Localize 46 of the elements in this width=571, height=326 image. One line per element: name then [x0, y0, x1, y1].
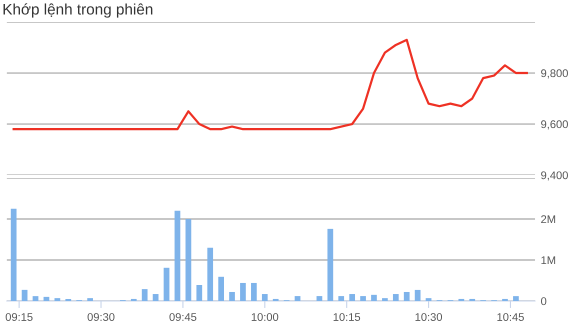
x-tick-label: 09:30: [88, 313, 114, 321]
y-tick-label: 9,400: [541, 171, 568, 181]
line-series: [12, 38, 528, 130]
bar: [152, 294, 158, 301]
bar: [426, 298, 432, 301]
bar: [207, 248, 214, 301]
bar: [32, 296, 38, 301]
x-tick-label: 10:45: [497, 313, 524, 321]
bar: [142, 289, 148, 301]
bar: [174, 210, 180, 301]
bar: [360, 296, 366, 301]
bar: [229, 292, 235, 301]
bar: [404, 292, 410, 301]
bar: [513, 296, 519, 301]
chart-title: Khớp lệnh trong phiên: [4, 3, 152, 18]
bar: [44, 296, 50, 301]
bar: [338, 296, 344, 301]
y-tick-label: 0: [541, 297, 546, 306]
bar: [218, 276, 224, 301]
bar: [349, 294, 356, 301]
bar: [382, 298, 388, 301]
x-tick-label: 10:15: [334, 313, 360, 321]
bar: [294, 296, 300, 301]
bar: [87, 298, 93, 301]
bar: [262, 294, 268, 301]
bar: [327, 228, 334, 301]
y-tick-label: 9,600: [541, 120, 568, 130]
y-tick-label: 2M: [541, 215, 556, 224]
bar: [392, 294, 399, 301]
x-tick-label: 09:45: [169, 313, 196, 321]
y-tick-label: 1M: [541, 256, 556, 264]
y-tick-label: 9,800: [541, 69, 568, 78]
bar: [251, 282, 257, 301]
bar: [164, 268, 170, 301]
bar: [196, 285, 202, 301]
bar: [54, 298, 60, 301]
bar: [240, 282, 246, 301]
x-tick-label: 10:00: [252, 313, 278, 321]
bar: [10, 208, 17, 301]
bar: [186, 218, 192, 301]
bar: [371, 294, 377, 301]
bar: [22, 290, 28, 301]
bar: [414, 290, 421, 301]
bar: [316, 296, 322, 301]
x-tick-label: 09:15: [6, 313, 33, 321]
x-tick-label: 10:30: [416, 313, 442, 321]
